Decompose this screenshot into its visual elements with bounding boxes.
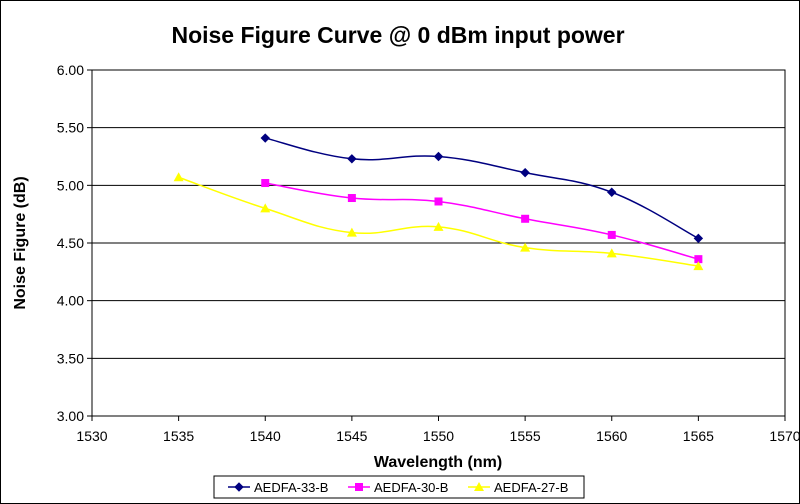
legend-label: AEDFA-33-B (254, 480, 328, 495)
data-point (433, 151, 444, 162)
x-tick-label: 1540 (250, 428, 281, 444)
legend-label: AEDFA-30-B (374, 480, 448, 495)
legend-item: AEDFA-33-B (228, 480, 328, 495)
legend-marker (355, 483, 363, 491)
data-point (520, 242, 531, 252)
data-point (607, 230, 616, 239)
series-aedfa-27-b (173, 172, 704, 271)
legend-marker (474, 482, 484, 491)
x-tick-label: 1565 (683, 428, 714, 444)
data-point (521, 214, 530, 223)
data-point (433, 221, 444, 231)
data-point (260, 133, 270, 143)
y-tick-label: 4.50 (57, 235, 84, 251)
y-tick-label: 6.00 (57, 62, 84, 78)
data-point (346, 227, 357, 237)
x-axis: 1530 1535 1540 1545 1550 1555 1560 1565 1570 (76, 416, 800, 444)
series-aedfa-33-b (260, 133, 704, 244)
data-point (347, 194, 356, 203)
data-point (607, 187, 617, 197)
legend-item: AEDFA-27-B (468, 480, 568, 495)
data-point (606, 248, 617, 258)
y-tick-label: 5.00 (57, 177, 84, 193)
y-axis: 3.00 3.50 4.00 4.50 5.00 5.50 6.00 (57, 62, 92, 424)
y-tick-label: 3.00 (57, 408, 84, 424)
series-aedfa-30-b (261, 179, 703, 264)
y-tick-label: 3.50 (57, 350, 84, 366)
x-tick-label: 1545 (336, 428, 367, 444)
x-tick-label: 1560 (596, 428, 627, 444)
chart-title: Noise Figure Curve @ 0 dBm input power (171, 22, 624, 48)
series-line (265, 137, 699, 240)
series-line (178, 176, 699, 267)
legend-box (213, 475, 585, 499)
x-tick-label: 1535 (163, 428, 194, 444)
y-tick-label: 4.00 (57, 293, 84, 309)
data-point (173, 172, 184, 182)
data-point (520, 167, 530, 178)
x-tick-label: 1555 (510, 428, 541, 444)
legend-item: AEDFA-30-B (348, 480, 448, 495)
x-axis-title: Wavelength (nm) (374, 454, 502, 471)
legend-label: AEDFA-27-B (494, 480, 568, 495)
y-tick-label: 5.50 (57, 120, 84, 136)
data-point (260, 203, 271, 213)
data-point (261, 179, 270, 188)
data-point (694, 255, 703, 264)
series-layer (173, 133, 704, 271)
legend-marker (234, 482, 244, 492)
data-point (693, 233, 704, 244)
data-point (347, 154, 357, 164)
legend: AEDFA-33-B AEDFA-30-B AEDFA-27-B (213, 475, 585, 499)
data-point (693, 261, 704, 271)
gridlines (92, 127, 785, 359)
x-tick-label: 1570 (769, 428, 800, 444)
data-point (434, 197, 443, 206)
series-line (265, 182, 699, 260)
y-axis-title: Noise Figure (dB) (12, 176, 29, 309)
x-tick-label: 1550 (423, 428, 454, 444)
x-tick-label: 1530 (76, 428, 107, 444)
